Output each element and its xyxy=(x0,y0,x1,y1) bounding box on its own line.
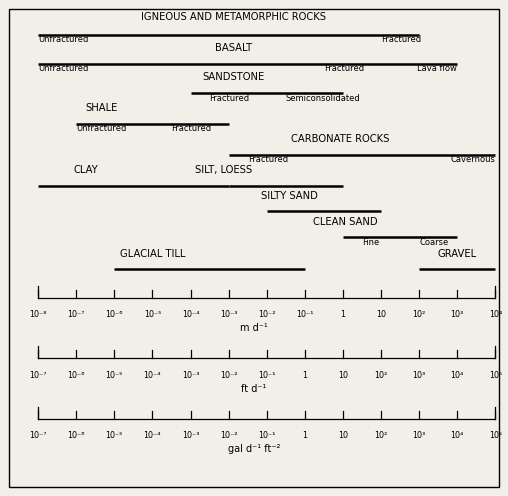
Text: SILT, LOESS: SILT, LOESS xyxy=(195,165,252,175)
Text: ft d⁻¹: ft d⁻¹ xyxy=(241,384,267,394)
Text: 10⁵: 10⁵ xyxy=(489,371,502,379)
Text: Fractured: Fractured xyxy=(381,35,421,44)
Text: Unfractured: Unfractured xyxy=(76,124,126,133)
Text: 1: 1 xyxy=(302,431,307,440)
Text: 10²: 10² xyxy=(374,371,388,379)
Text: IGNEOUS AND METAMORPHIC ROCKS: IGNEOUS AND METAMORPHIC ROCKS xyxy=(141,12,326,22)
Text: 10²: 10² xyxy=(412,310,426,319)
Text: Fractured: Fractured xyxy=(248,155,288,164)
Text: 10⁻⁷: 10⁻⁷ xyxy=(68,310,85,319)
Text: SANDSTONE: SANDSTONE xyxy=(203,72,265,82)
Text: 10⁻³: 10⁻³ xyxy=(182,371,199,379)
Text: 10⁻⁵: 10⁻⁵ xyxy=(106,431,123,440)
Text: 10⁻⁴: 10⁻⁴ xyxy=(144,371,161,379)
Text: 1: 1 xyxy=(302,371,307,379)
Text: 10⁻⁴: 10⁻⁴ xyxy=(144,431,161,440)
Text: 10⁻⁶: 10⁻⁶ xyxy=(106,310,123,319)
Text: 10⁻⁷: 10⁻⁷ xyxy=(29,371,47,379)
Text: 10⁻²: 10⁻² xyxy=(258,310,275,319)
Text: 10⁴: 10⁴ xyxy=(451,371,464,379)
Text: Fractured: Fractured xyxy=(324,64,364,73)
Text: 10⁻⁸: 10⁻⁸ xyxy=(29,310,47,319)
Text: BASALT: BASALT xyxy=(215,43,252,53)
Text: 10⁻³: 10⁻³ xyxy=(220,310,237,319)
Text: 10⁻⁷: 10⁻⁷ xyxy=(29,431,47,440)
Text: gal d⁻¹ ft⁻²: gal d⁻¹ ft⁻² xyxy=(228,444,280,454)
Text: 10: 10 xyxy=(338,431,348,440)
Text: CLAY: CLAY xyxy=(74,165,99,175)
Text: Cavernous: Cavernous xyxy=(451,155,495,164)
Text: 10: 10 xyxy=(376,310,386,319)
Text: 10⁻²: 10⁻² xyxy=(220,431,237,440)
Text: 10⁴: 10⁴ xyxy=(489,310,502,319)
Text: CARBONATE ROCKS: CARBONATE ROCKS xyxy=(291,134,390,144)
Text: 10³: 10³ xyxy=(451,310,464,319)
Text: Fractured: Fractured xyxy=(210,94,249,103)
Text: 10⁻²: 10⁻² xyxy=(220,371,237,379)
Text: 10³: 10³ xyxy=(412,431,426,440)
Text: 10: 10 xyxy=(338,371,348,379)
Text: GRAVEL: GRAVEL xyxy=(437,249,477,259)
Text: GLACIAL TILL: GLACIAL TILL xyxy=(120,249,185,259)
Text: 10⁻¹: 10⁻¹ xyxy=(258,431,275,440)
Text: Lava flow: Lava flow xyxy=(418,64,457,73)
Text: Fine: Fine xyxy=(362,238,379,247)
Text: 10⁻¹: 10⁻¹ xyxy=(296,310,313,319)
Text: SHALE: SHALE xyxy=(85,103,118,113)
Text: 10⁻⁵: 10⁻⁵ xyxy=(106,371,123,379)
Text: 10⁻⁵: 10⁻⁵ xyxy=(144,310,161,319)
Text: 10⁵: 10⁵ xyxy=(489,431,502,440)
Text: 10⁻³: 10⁻³ xyxy=(182,431,199,440)
Text: 10⁻⁶: 10⁻⁶ xyxy=(68,371,85,379)
Text: 10⁻⁴: 10⁻⁴ xyxy=(182,310,199,319)
Text: SILTY SAND: SILTY SAND xyxy=(261,191,318,201)
Text: Semiconsolidated: Semiconsolidated xyxy=(285,94,361,103)
Text: 10³: 10³ xyxy=(412,371,426,379)
Text: CLEAN SAND: CLEAN SAND xyxy=(313,217,378,227)
Text: m d⁻¹: m d⁻¹ xyxy=(240,323,268,333)
Text: 1: 1 xyxy=(340,310,345,319)
Text: Coarse: Coarse xyxy=(419,238,449,247)
Text: Unfractured: Unfractured xyxy=(38,64,88,73)
Text: 10²: 10² xyxy=(374,431,388,440)
Text: 10⁻¹: 10⁻¹ xyxy=(258,371,275,379)
Text: 10⁴: 10⁴ xyxy=(451,431,464,440)
Text: Fractured: Fractured xyxy=(172,124,211,133)
Text: 10⁻⁶: 10⁻⁶ xyxy=(68,431,85,440)
Text: Unfractured: Unfractured xyxy=(38,35,88,44)
